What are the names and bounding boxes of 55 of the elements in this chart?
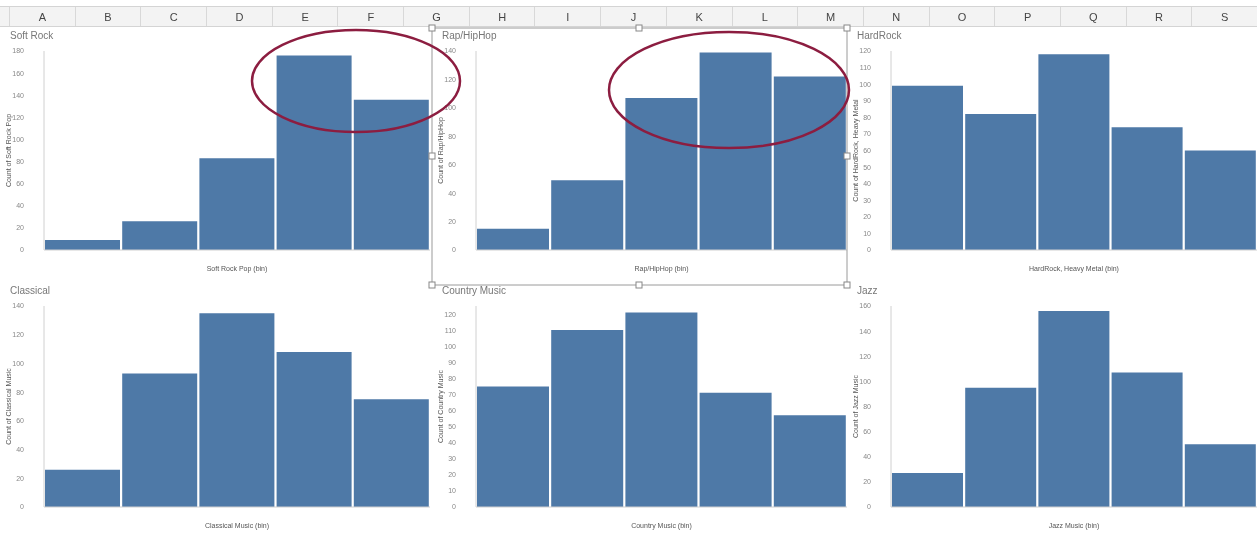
text: Q [1088,10,1098,23]
text: A [38,10,46,23]
bar [353,399,429,507]
bar [965,114,1037,250]
bar [199,158,275,250]
text: N [892,10,901,23]
bar [892,473,963,507]
bar [122,221,198,250]
text: L [761,10,768,23]
chart-title: Country Music [442,285,506,296]
text: I [566,10,570,23]
bar [625,312,698,507]
text: K [695,10,703,23]
bar [625,97,698,250]
bar [276,55,352,250]
chart-title: Classical [10,285,51,296]
text: D [235,10,244,23]
text: O [957,10,967,23]
text: P [1023,10,1032,23]
bar [773,415,846,507]
bar [122,373,198,507]
bar [353,99,429,250]
text: G [432,10,441,23]
bar [965,387,1037,507]
bar [45,240,120,250]
chart-title: Rap/HipHop [442,30,497,41]
bar [551,180,624,250]
bar [551,330,624,507]
bar [477,228,549,250]
text: B [104,10,112,23]
text: E [301,10,309,23]
bar [276,351,352,507]
bar [892,85,963,250]
bar [1111,127,1183,250]
chart-title: Jazz [857,285,878,296]
bar [773,76,846,250]
bar [1184,150,1256,250]
text: C [169,10,178,23]
text: M [825,10,836,23]
bar [1038,54,1110,250]
bar [699,392,772,507]
chart-title: Soft Rock [10,30,54,41]
bar [477,386,549,507]
bar [1184,444,1256,507]
bar [1038,311,1110,507]
bar [699,52,772,250]
chart-title: HardRock [857,30,902,41]
bar [1111,372,1183,507]
text: J [630,10,637,23]
text: R [1154,10,1163,23]
text: H [498,10,507,23]
bar [45,469,120,507]
text: S [1220,10,1229,23]
bar [199,313,275,507]
text: F [367,10,375,23]
